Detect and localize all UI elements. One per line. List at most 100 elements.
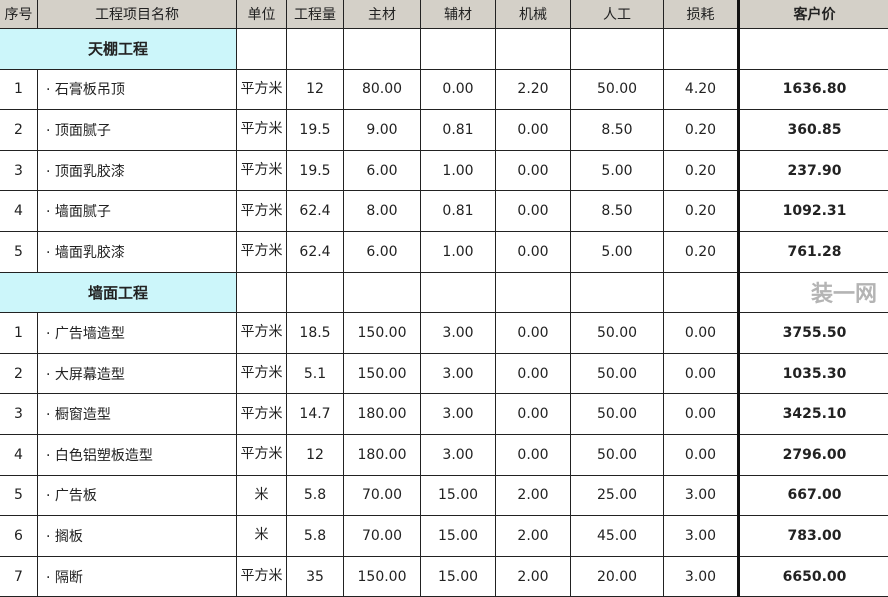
cell-machinery: 2.00 [495,515,571,557]
cell-labor: 50.00 [570,393,664,435]
empty-cell [236,28,287,70]
header-client-price: 客户价 [737,0,888,29]
empty-cell [495,271,571,314]
cell-item-name: · 橱窗造型 [37,393,237,435]
cell-loss: 0.20 [663,149,739,192]
cell-main-material: 150.00 [343,555,421,597]
cell-unit: 平方米 [236,555,287,597]
cell-quantity: 5.1 [286,352,344,395]
empty-cell [570,28,664,70]
cell-unit: 平方米 [236,352,287,395]
cell-unit: 平方米 [236,190,287,232]
cell-loss: 3.00 [663,515,739,557]
cell-quantity: 12 [286,433,344,476]
watermark-logo: 装一网 [737,271,888,314]
empty-cell [420,271,496,314]
cell-loss: 0.20 [663,109,739,151]
cell-unit: 平方米 [236,312,287,354]
cell-aux-material: 15.00 [420,515,496,557]
cell-labor: 5.00 [570,149,664,192]
table-row: 6 · 搁板米 5.8 70.00 15.00 2.00 45.00 3.00 783.00 [0,515,888,557]
cell-machinery: 0.00 [495,190,571,232]
cell-labor: 8.50 [570,190,664,232]
cell-loss: 0.00 [663,433,739,476]
cell-seq: 2 [0,352,38,395]
cell-client-price: 3755.50 [737,312,888,354]
cell-item-name: · 隔断 [37,555,237,597]
cell-main-material: 180.00 [343,393,421,435]
header-seq: 序号 [0,0,38,29]
section-row: 天棚工程 [0,28,888,70]
empty-cell [495,28,571,70]
cell-aux-material: 1.00 [420,230,496,273]
cell-main-material: 150.00 [343,352,421,395]
cell-seq: 6 [0,515,38,557]
cell-labor: 50.00 [570,352,664,395]
cell-labor: 50.00 [570,433,664,476]
table-row: 4 · 白色铝塑板造型 平方米 12 180.00 3.00 0.00 50.00 0.00 27… [0,433,888,476]
cell-aux-material: 0.00 [420,68,496,111]
cell-quantity: 19.5 [286,149,344,192]
table-row: 2 · 顶面腻子 平方米 19.5 9.00 0.81 0.00 8.50 0.20 360.85 [0,109,888,151]
cell-unit: 米 [236,515,287,557]
cell-main-material: 9.00 [343,109,421,151]
header-unit: 单位 [236,0,287,29]
table-row: 3 · 顶面乳胶漆 平方米 19.5 6.00 1.00 0.00 5.00 0.20 237.9… [0,149,888,192]
cell-seq: 4 [0,190,38,232]
empty-cell [286,28,344,70]
cell-main-material: 70.00 [343,474,421,517]
cell-seq: 3 [0,149,38,192]
cell-machinery: 0.00 [495,149,571,192]
cell-item-name: · 白色铝塑板造型 [37,433,237,476]
cell-unit: 米 [236,474,287,517]
header-quantity: 工程量 [286,0,344,29]
cell-loss: 4.20 [663,68,739,111]
table-row: 5 · 墙面乳胶漆 平方米 62.4 6.00 1.00 0.00 5.00 0.20 761.2… [0,230,888,273]
header-loss: 损耗 [663,0,739,29]
cell-seq: 4 [0,433,38,476]
cell-client-price: 3425.10 [737,393,888,435]
cell-aux-material: 15.00 [420,555,496,597]
cell-aux-material: 1.00 [420,149,496,192]
cell-machinery: 0.00 [495,109,571,151]
cell-quantity: 5.8 [286,474,344,517]
cell-quantity: 19.5 [286,109,344,151]
cell-machinery: 0.00 [495,312,571,354]
cell-machinery: 0.00 [495,230,571,273]
section-title: 墙面工程 [0,271,237,314]
cell-main-material: 70.00 [343,515,421,557]
cell-unit: 平方米 [236,68,287,111]
cell-seq: 7 [0,555,38,597]
cell-client-price: 783.00 [737,515,888,557]
cell-aux-material: 0.81 [420,190,496,232]
cell-loss: 3.00 [663,474,739,517]
cell-item-name: · 石膏板吊顶 [37,68,237,111]
cell-seq: 2 [0,109,38,151]
cell-quantity: 14.7 [286,393,344,435]
cell-machinery: 0.00 [495,433,571,476]
cell-machinery: 0.00 [495,393,571,435]
cell-quantity: 62.4 [286,190,344,232]
cell-main-material: 150.00 [343,312,421,354]
cell-client-price: 1035.30 [737,352,888,395]
section-title: 天棚工程 [0,28,237,70]
cell-quantity: 62.4 [286,230,344,273]
cell-main-material: 6.00 [343,230,421,273]
cell-loss: 0.20 [663,190,739,232]
table-row: 1 · 石膏板吊顶 平方米 12 80.00 0.00 2.20 50.00 4.20 1636.… [0,68,888,111]
cell-aux-material: 3.00 [420,352,496,395]
cell-client-price: 1092.31 [737,190,888,232]
cell-client-price: 360.85 [737,109,888,151]
cell-unit: 平方米 [236,433,287,476]
cell-unit: 平方米 [236,109,287,151]
cell-main-material: 180.00 [343,433,421,476]
cell-labor: 45.00 [570,515,664,557]
cell-aux-material: 15.00 [420,474,496,517]
cell-loss: 0.00 [663,393,739,435]
header-machinery: 机械 [495,0,571,29]
header-aux-material: 辅材 [420,0,496,29]
cell-seq: 3 [0,393,38,435]
cell-labor: 50.00 [570,68,664,111]
cell-unit: 平方米 [236,230,287,273]
cell-main-material: 8.00 [343,190,421,232]
